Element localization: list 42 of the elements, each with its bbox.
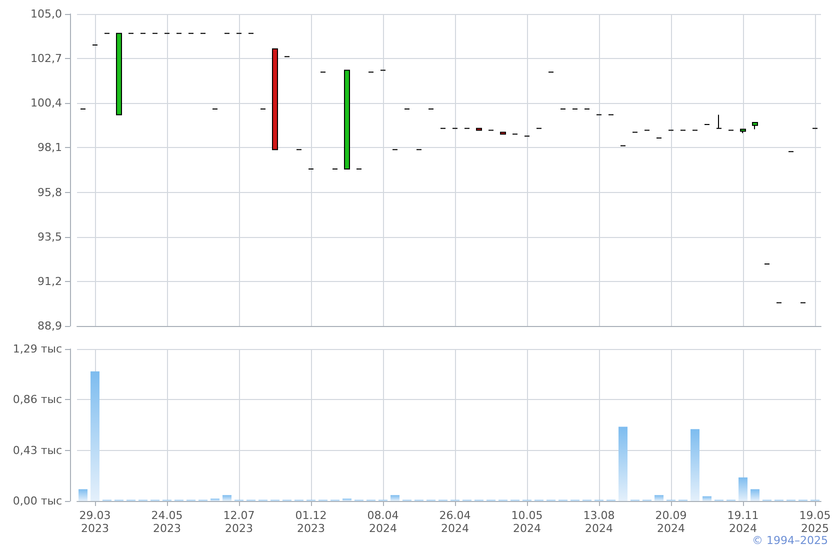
- x-tick-label: 26.04 2024: [439, 509, 471, 535]
- x-tick-label: 10.05 2024: [511, 509, 543, 535]
- y-tick-label: 0,00 тыс: [12, 494, 62, 508]
- x-tick-label: 20.09 2024: [655, 509, 687, 535]
- x-tick-label: 29.03 2023: [79, 509, 111, 535]
- x-tick-label: 01.12 2023: [295, 509, 327, 535]
- y-tick-label: 1,29 тыс: [12, 342, 62, 356]
- candlestick: [476, 128, 482, 131]
- candlestick: [752, 122, 758, 130]
- bar: [390, 495, 400, 501]
- bar: [654, 495, 664, 501]
- y-tick-label: 88,9: [38, 320, 62, 332]
- y-tick-label: 95,8: [38, 186, 62, 199]
- x-tick-label: 08.04 2024: [367, 509, 399, 535]
- y-tick-label: 105,0: [30, 8, 62, 20]
- candlestick: [500, 132, 506, 135]
- candlestick: [116, 32, 122, 116]
- x-tick-label: 12.07 2023: [223, 509, 255, 535]
- y-tick-label: 91,2: [38, 274, 62, 288]
- candlestick: [740, 128, 746, 134]
- bar: [702, 496, 712, 501]
- bar: [618, 426, 628, 501]
- bar: [750, 489, 760, 501]
- text: © 1994–2025: [752, 534, 828, 547]
- y-tick-label: 0,86 тыс: [12, 393, 62, 406]
- candlestick: [716, 114, 722, 129]
- bar: [738, 477, 748, 501]
- x-tick-label: 13.08 2024: [583, 509, 615, 535]
- bar: [78, 489, 88, 501]
- bar: [90, 371, 100, 501]
- candlestick: [272, 48, 278, 150]
- bar: [222, 495, 232, 501]
- x-tick-label: 24.05 2023: [151, 509, 183, 535]
- x-tick-label: 19.05 2025: [799, 509, 831, 535]
- x-tick-label: 19.11 2024: [727, 509, 759, 535]
- y-tick-label: 100,4: [30, 96, 62, 110]
- y-tick-label: 93,5: [38, 230, 62, 244]
- y-tick-label: 98,1: [38, 141, 62, 154]
- candlestick: [344, 70, 350, 170]
- y-tick-label: 0,43 тыс: [12, 444, 62, 457]
- bar: [690, 429, 700, 501]
- y-tick-label: 102,7: [30, 52, 62, 66]
